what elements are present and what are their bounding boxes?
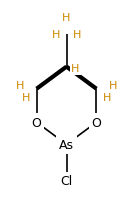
Text: H: H [73, 30, 81, 40]
Text: H: H [22, 92, 30, 102]
Text: H: H [71, 64, 80, 74]
Text: H: H [62, 13, 71, 23]
Text: O: O [92, 116, 101, 129]
Text: H: H [52, 30, 60, 40]
Text: H: H [16, 81, 24, 91]
Text: Cl: Cl [60, 174, 73, 187]
Text: O: O [32, 116, 41, 129]
Text: As: As [59, 138, 74, 151]
Text: H: H [109, 81, 117, 91]
Text: H: H [103, 92, 111, 102]
